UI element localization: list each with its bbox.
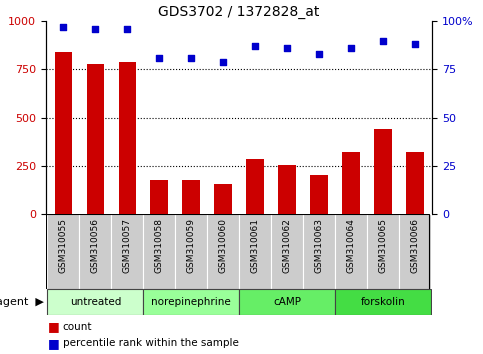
Text: norepinephrine: norepinephrine bbox=[151, 297, 231, 307]
Text: GSM310063: GSM310063 bbox=[314, 218, 324, 273]
Bar bbox=[335, 214, 367, 289]
Bar bbox=[207, 214, 239, 289]
Bar bbox=[406, 153, 424, 214]
Bar bbox=[79, 214, 112, 289]
Text: GSM310057: GSM310057 bbox=[123, 218, 132, 273]
Text: GSM310058: GSM310058 bbox=[155, 218, 164, 273]
Point bbox=[315, 51, 323, 57]
Bar bbox=[399, 214, 431, 289]
Bar bbox=[214, 184, 232, 214]
Bar bbox=[47, 289, 143, 315]
Text: ■: ■ bbox=[48, 337, 60, 350]
Point bbox=[347, 45, 355, 51]
Point bbox=[411, 41, 419, 47]
Point bbox=[156, 55, 163, 61]
Bar bbox=[86, 64, 104, 214]
Bar bbox=[278, 165, 296, 214]
Bar bbox=[303, 214, 335, 289]
Bar bbox=[183, 181, 200, 214]
Point bbox=[124, 26, 131, 32]
Bar bbox=[143, 289, 239, 315]
Point bbox=[59, 24, 67, 30]
Bar bbox=[335, 289, 431, 315]
Point bbox=[251, 44, 259, 49]
Text: GSM310064: GSM310064 bbox=[346, 218, 355, 273]
Bar bbox=[239, 289, 335, 315]
Text: GSM310056: GSM310056 bbox=[91, 218, 100, 273]
Bar bbox=[47, 214, 79, 289]
Bar bbox=[239, 214, 271, 289]
Text: count: count bbox=[63, 322, 92, 332]
Text: GSM310059: GSM310059 bbox=[187, 218, 196, 273]
Bar bbox=[112, 214, 143, 289]
Bar bbox=[143, 214, 175, 289]
Point bbox=[379, 38, 387, 44]
Bar bbox=[271, 214, 303, 289]
Text: percentile rank within the sample: percentile rank within the sample bbox=[63, 338, 239, 348]
Text: GSM310066: GSM310066 bbox=[410, 218, 419, 273]
Point bbox=[283, 45, 291, 51]
Text: GSM310060: GSM310060 bbox=[219, 218, 227, 273]
Bar bbox=[374, 129, 392, 214]
Text: GSM310061: GSM310061 bbox=[251, 218, 259, 273]
Bar bbox=[175, 214, 207, 289]
Text: forskolin: forskolin bbox=[360, 297, 405, 307]
Text: ■: ■ bbox=[48, 320, 60, 333]
Text: GSM310065: GSM310065 bbox=[378, 218, 387, 273]
Bar bbox=[310, 175, 327, 214]
Point bbox=[187, 55, 195, 61]
Bar bbox=[118, 62, 136, 214]
Bar bbox=[55, 52, 72, 214]
Bar bbox=[367, 214, 399, 289]
Point bbox=[219, 59, 227, 64]
Bar bbox=[151, 181, 168, 214]
Text: GSM310055: GSM310055 bbox=[59, 218, 68, 273]
Bar bbox=[246, 159, 264, 214]
Text: cAMP: cAMP bbox=[273, 297, 301, 307]
Text: GSM310062: GSM310062 bbox=[283, 218, 291, 273]
Point bbox=[91, 26, 99, 32]
Text: agent  ▶: agent ▶ bbox=[0, 297, 43, 307]
Title: GDS3702 / 1372828_at: GDS3702 / 1372828_at bbox=[158, 5, 320, 19]
Text: untreated: untreated bbox=[70, 297, 121, 307]
Bar bbox=[342, 153, 360, 214]
